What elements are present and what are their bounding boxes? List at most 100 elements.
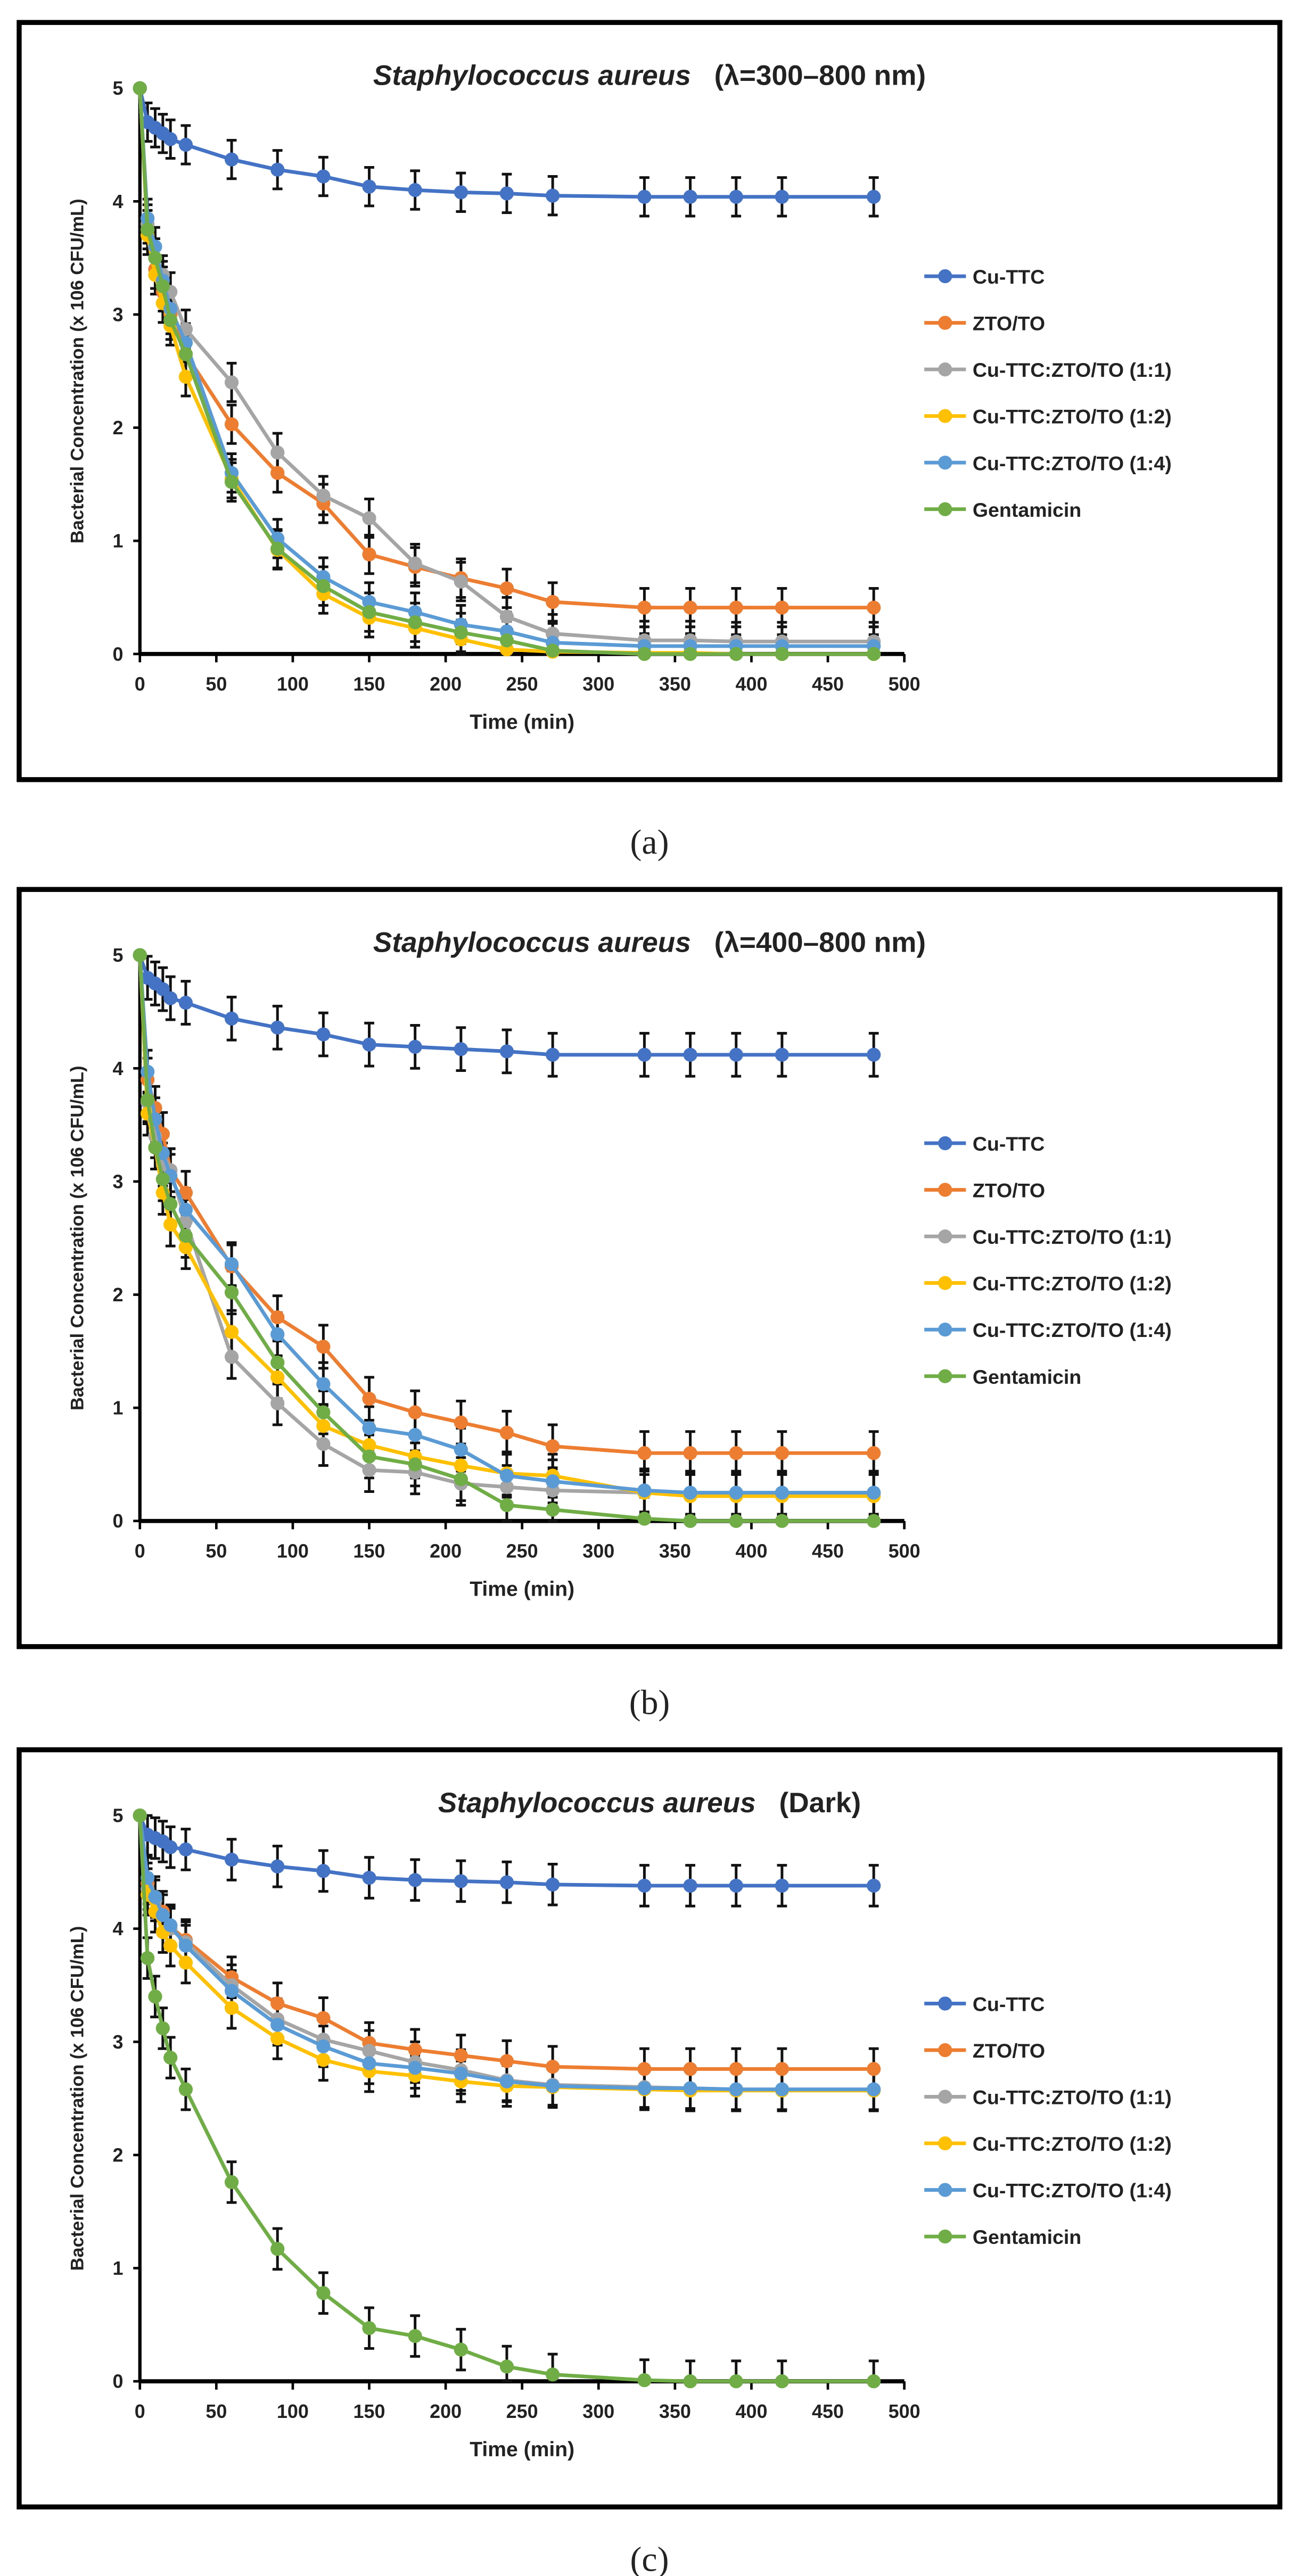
data-point — [545, 1877, 560, 1892]
data-point — [163, 132, 178, 146]
legend-marker — [938, 1369, 952, 1383]
data-point — [454, 1415, 468, 1430]
legend-entry: Gentamicin — [924, 2226, 1081, 2248]
legend-label: Gentamicin — [973, 1366, 1081, 1388]
data-point — [362, 1438, 376, 1452]
data-point — [775, 600, 790, 615]
legend-marker — [938, 502, 952, 516]
data-point — [270, 2031, 285, 2046]
x-tick-label: 300 — [582, 1540, 614, 1562]
data-point — [775, 2062, 790, 2076]
data-point — [224, 1852, 239, 1867]
data-point — [545, 1502, 560, 1517]
x-tick-label: 200 — [430, 673, 462, 695]
x-tick-label: 350 — [659, 2400, 691, 2422]
data-point — [408, 183, 422, 197]
panel-border — [17, 20, 1282, 782]
data-point — [775, 189, 790, 204]
data-point — [775, 2374, 790, 2389]
data-point — [362, 605, 376, 620]
title-condition: (λ=300–800 nm) — [714, 60, 926, 91]
data-point — [867, 1446, 881, 1460]
data-point — [362, 1421, 376, 1435]
data-point — [499, 1468, 514, 1483]
y-tick-label: 3 — [112, 2031, 123, 2053]
data-point — [454, 2066, 468, 2081]
legend-entry: Cu-TTC:ZTO/TO (1:1) — [924, 1226, 1172, 1248]
data-point — [408, 2061, 422, 2075]
data-point — [270, 162, 285, 177]
x-tick-label: 500 — [889, 1540, 920, 1562]
data-point — [155, 1172, 170, 1186]
data-point — [270, 1859, 285, 1873]
y-axis-label: Bacterial Concentration (x 106 CFU/mL) — [67, 199, 87, 543]
data-point — [224, 1325, 239, 1339]
legend-label: Cu-TTC:ZTO/TO (1:4) — [973, 452, 1172, 474]
legend-entry: Cu-TTC:ZTO/TO (1:4) — [924, 1319, 1172, 1341]
data-point — [270, 1396, 285, 1410]
data-point — [499, 1498, 514, 1513]
y-tick-label: 1 — [112, 2257, 123, 2279]
data-point — [729, 2082, 743, 2096]
legend-label: Cu-TTC:ZTO/TO (1:1) — [973, 2086, 1172, 2109]
legend-entry: Cu-TTC:ZTO/TO (1:1) — [924, 359, 1172, 381]
data-point — [637, 647, 652, 661]
y-axis-label: Bacterial Concentration (x 106 CFU/mL) — [67, 1926, 87, 2271]
data-point — [867, 2082, 881, 2096]
legend-marker — [938, 2136, 952, 2151]
data-point — [637, 1878, 652, 1893]
legend-label: Cu-TTC — [973, 1993, 1045, 2016]
series-cu-ttc-zto-to-1-4- — [133, 1809, 881, 2096]
data-point — [454, 1472, 468, 1487]
data-point — [163, 1938, 178, 1953]
data-point — [408, 1039, 422, 1054]
data-point — [775, 2082, 790, 2096]
data-point — [178, 1202, 193, 1217]
y-axis-label: Bacterial Concentration (x 106 CFU/mL) — [67, 1066, 87, 1410]
data-point — [316, 1864, 331, 1878]
data-point — [362, 2056, 376, 2070]
series-gentamicin — [133, 948, 881, 1528]
data-point — [270, 1370, 285, 1384]
data-point — [362, 179, 376, 194]
data-point — [133, 1809, 147, 1823]
data-point — [148, 1890, 162, 1904]
data-point — [729, 600, 743, 615]
y-tick-label: 5 — [112, 944, 123, 966]
x-tick-label: 450 — [812, 1540, 844, 1562]
data-point — [178, 369, 193, 384]
data-point — [316, 2011, 331, 2025]
x-tick-label: 100 — [277, 673, 309, 695]
legend-entry: Cu-TTC:ZTO/TO (1:2) — [924, 2133, 1172, 2155]
data-point — [155, 279, 170, 293]
data-point — [408, 2043, 422, 2057]
legend-entry: Cu-TTC — [924, 1133, 1045, 1155]
data-point — [224, 1257, 239, 1272]
x-tick-label: 350 — [659, 673, 691, 695]
x-tick-label: 400 — [735, 673, 767, 695]
data-point — [224, 2001, 239, 2015]
legend-entry: Cu-TTC:ZTO/TO (1:2) — [924, 1273, 1172, 1295]
chart-title: Staphylococcus aureus (λ=400–800 nm) — [373, 927, 926, 958]
data-point — [499, 1425, 514, 1440]
x-tick-label: 150 — [353, 673, 385, 695]
x-tick-label: 200 — [430, 2400, 462, 2422]
y-tick-label: 2 — [112, 1284, 123, 1306]
data-point — [454, 574, 468, 589]
legend-label: Cu-TTC:ZTO/TO (1:4) — [973, 2179, 1172, 2202]
panel-caption: (a) — [630, 823, 669, 862]
data-point — [454, 625, 468, 640]
data-point — [729, 647, 743, 661]
data-point — [408, 1405, 422, 1419]
panel-caption: (c) — [630, 2540, 669, 2576]
data-point — [316, 1437, 331, 1451]
data-point — [499, 609, 514, 624]
data-point — [316, 2053, 331, 2067]
data-point — [163, 313, 178, 327]
panel-border — [17, 887, 1282, 1649]
data-point — [683, 647, 697, 661]
y-tick-label: 4 — [112, 191, 123, 212]
data-point — [362, 1449, 376, 1464]
data-point — [408, 1873, 422, 1887]
x-tick-label: 200 — [430, 1540, 462, 1562]
